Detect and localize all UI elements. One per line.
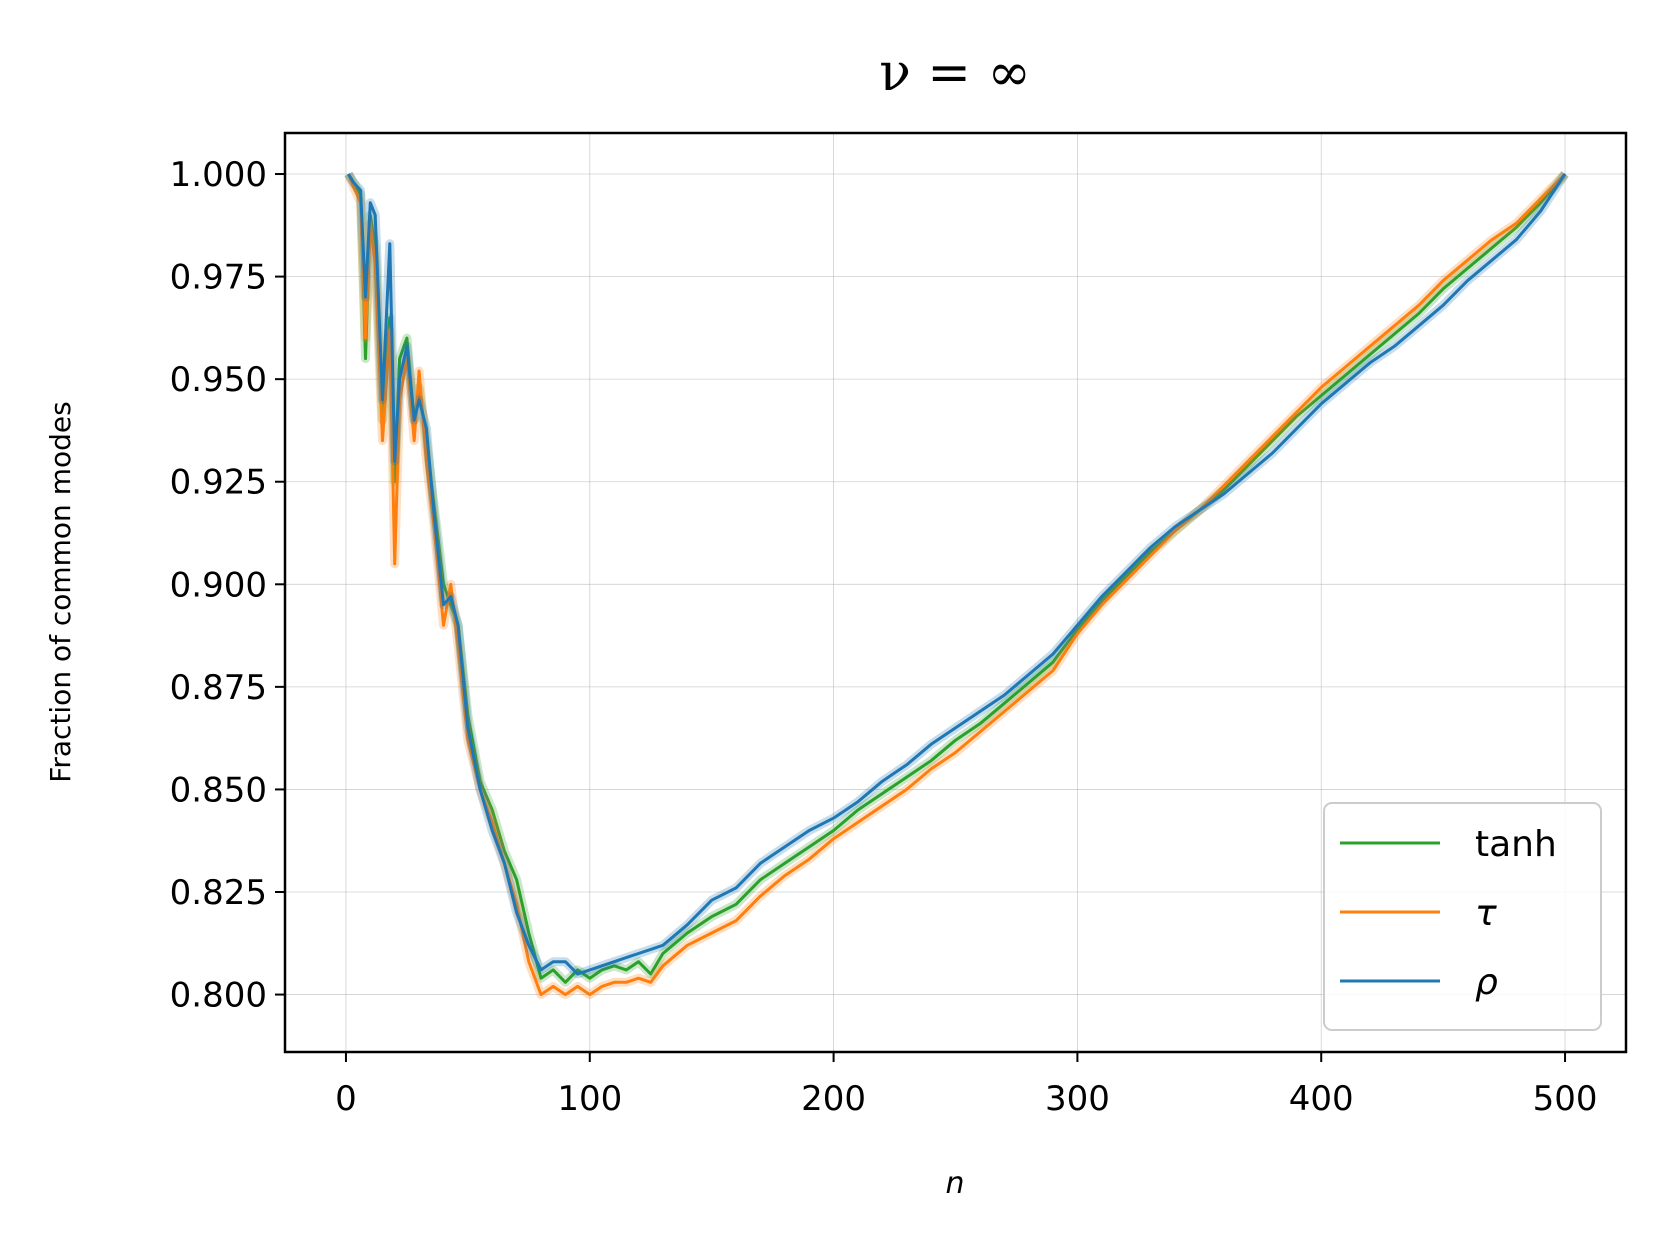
- legend-label: τ: [1475, 893, 1497, 934]
- x-axis-label: n: [945, 1166, 964, 1201]
- x-tick-label: 0: [335, 1079, 357, 1119]
- y-axis-label: Fraction of common modes: [44, 401, 77, 782]
- y-tick-label: 0.975: [170, 258, 267, 298]
- series-lines: [344, 170, 1569, 1000]
- x-tick-label: 500: [1533, 1079, 1598, 1119]
- legend: tanh τρ: [1323, 802, 1602, 1031]
- legend-box: [1323, 802, 1602, 1031]
- y-tick-label: 0.825: [170, 873, 267, 913]
- gridlines: [285, 133, 1626, 1052]
- series-line: [347, 173, 1567, 976]
- y-tick-label: 1.000: [170, 155, 267, 195]
- x-tick-label: 300: [1045, 1079, 1110, 1119]
- plot-frame: [283, 131, 1628, 1054]
- chart-title: ν = ∞: [879, 43, 1031, 103]
- y-tick-label: 0.950: [170, 360, 267, 400]
- x-tick-label: 400: [1289, 1079, 1354, 1119]
- y-axis: 0.800 0.825 0.850 0.875 0.900 0.925 0.950 0.975…: [170, 155, 285, 1016]
- legend-label: tanh: [1475, 824, 1557, 865]
- y-tick-label: 0.850: [170, 770, 267, 810]
- y-tick-label: 0.875: [170, 668, 267, 708]
- x-tick-label: 200: [801, 1079, 866, 1119]
- x-axis: 0 100 200 300 400 500: [335, 1052, 1597, 1119]
- y-tick-label: 0.925: [170, 463, 267, 503]
- y-tick-label: 0.900: [170, 565, 267, 605]
- series-line: [347, 172, 1567, 997]
- y-tick-label: 0.800: [170, 976, 267, 1016]
- legend-label: ρ: [1475, 962, 1498, 1003]
- x-tick-label: 100: [557, 1079, 622, 1119]
